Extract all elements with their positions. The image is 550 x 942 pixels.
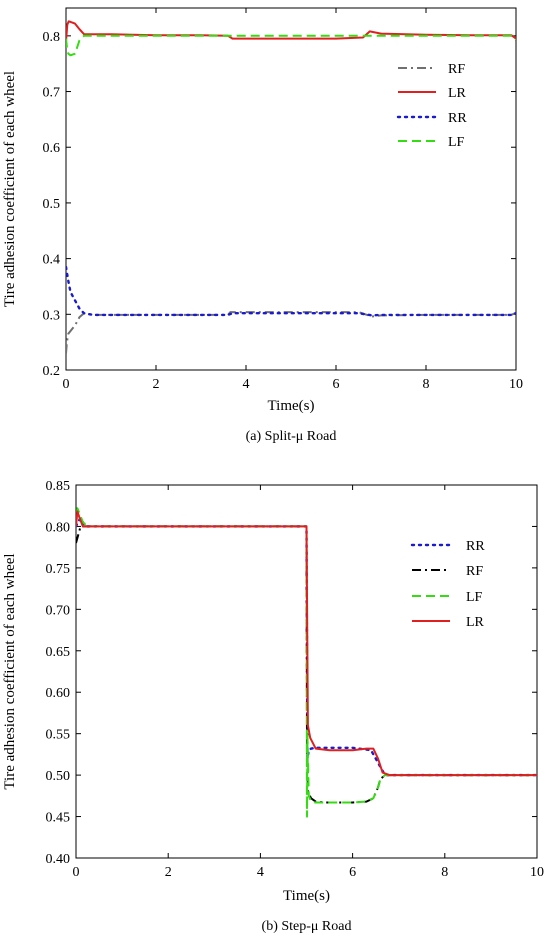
legend-label-lf: LF — [448, 135, 465, 150]
y-tick-label: 0.60 — [46, 686, 71, 701]
x-axis-label: Time(s) — [268, 398, 315, 414]
chart-step-mu: 0 2 4 6 8 10 0.40 0.45 0.50 0.55 0.60 0.65 0.70 0.75 0… — [2, 479, 544, 934]
series-line-rf — [66, 311, 516, 354]
y-tick-label: 0.3 — [43, 308, 61, 323]
y-tick-label: 0.45 — [46, 811, 71, 826]
figure-caption: (b) Step-μ Road — [262, 919, 352, 934]
y-axis-label: Tire adhesion coefficient of each wheel — [2, 553, 18, 789]
legend: RF LR RR LF — [396, 62, 467, 150]
x-tick-label: 0 — [63, 377, 70, 392]
x-axis-label: Time(s) — [283, 888, 330, 904]
y-tick-label: 0.70 — [46, 603, 71, 618]
series-line-lf — [76, 507, 537, 818]
series-lines — [76, 507, 537, 818]
y-tick-label: 0.85 — [46, 479, 71, 494]
y-tick-label: 0.7 — [43, 86, 61, 101]
y-tick-label: 0.4 — [43, 253, 61, 268]
x-tick-label: 8 — [441, 865, 448, 880]
legend-label-rf: RF — [466, 564, 483, 579]
y-tick-label: 0.5 — [43, 197, 61, 212]
series-line-lr — [66, 20, 516, 42]
y-tick-label: 0.2 — [43, 364, 61, 379]
x-tick-label: 0 — [73, 865, 80, 880]
x-tick-label: 2 — [153, 377, 160, 392]
figure-caption: (a) Split-μ Road — [246, 429, 337, 444]
legend-label-lf: LF — [466, 590, 483, 605]
x-tick-label: 10 — [509, 377, 523, 392]
x-tick-label: 6 — [333, 377, 340, 392]
legend-label-rf: RF — [448, 62, 465, 77]
x-tick-label: 2 — [165, 865, 172, 880]
y-tick-label: 0.80 — [46, 520, 71, 535]
y-tick-label: 0.40 — [46, 852, 71, 867]
legend: RR RF LF LR — [410, 539, 485, 630]
y-tick-label: 0.65 — [46, 645, 71, 660]
x-tick-label: 4 — [243, 377, 250, 392]
x-tick-label: 10 — [530, 865, 544, 880]
plot-frame — [65, 7, 517, 371]
x-tick-label: 8 — [423, 377, 430, 392]
y-tick-label: 0.50 — [46, 769, 71, 784]
series-line-lf — [66, 34, 516, 57]
x-tick-label: 6 — [349, 865, 356, 880]
legend-label-rr: RR — [466, 539, 485, 554]
x-tick-label: 4 — [257, 865, 264, 880]
plot-frame — [75, 484, 538, 859]
legend-label-lr: LR — [466, 615, 485, 630]
y-axis-label: Tire adhesion coefficient of each wheel — [2, 71, 18, 307]
series-line-rr — [66, 265, 516, 317]
series-lines — [66, 20, 516, 354]
y-tick-label: 0.8 — [43, 30, 61, 45]
legend-label-lr: LR — [448, 86, 467, 101]
y-tick-label: 0.55 — [46, 728, 71, 743]
y-tick-label: 0.6 — [43, 141, 61, 156]
y-tick-label: 0.75 — [46, 562, 71, 577]
chart-split-mu: 0 2 4 6 8 10 0.2 0.3 0.4 0.5 0.6 0.7 0.8 Time(s) Tire … — [2, 7, 523, 444]
legend-label-rr: RR — [448, 111, 467, 126]
series-line-lr — [76, 510, 537, 777]
